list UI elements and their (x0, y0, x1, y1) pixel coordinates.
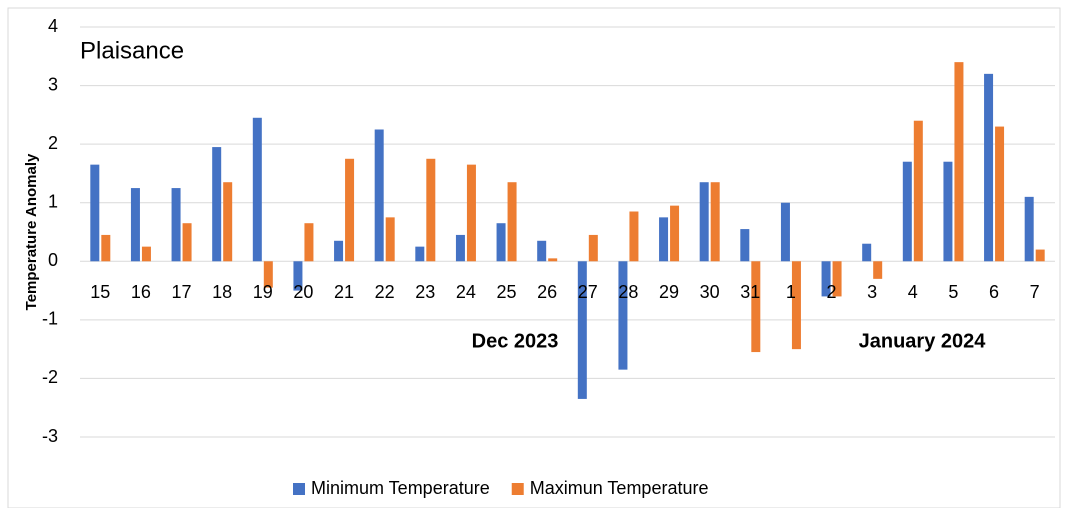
bar (548, 258, 558, 262)
bar (212, 147, 222, 262)
bar (426, 158, 436, 262)
annotation: January 2024 (859, 330, 987, 352)
bar (821, 261, 831, 297)
x-tick-label: 3 (867, 282, 877, 302)
bar (537, 240, 547, 262)
bar (252, 117, 262, 262)
bar (345, 158, 355, 262)
y-tick-label: 2 (48, 133, 58, 153)
chart-border (7, 7, 1061, 509)
x-tick-label: 23 (415, 282, 435, 302)
bar (182, 223, 192, 262)
chart-title: Plaisance (80, 37, 184, 64)
x-tick-label: 4 (908, 282, 918, 302)
bar (223, 182, 233, 262)
x-tick-label: 31 (740, 282, 760, 302)
x-tick-label: 21 (334, 282, 354, 302)
annotation: Dec 2023 (472, 330, 559, 352)
x-tick-label: 19 (253, 282, 273, 302)
bar (304, 223, 314, 262)
x-tick-label: 29 (659, 282, 679, 302)
bar (415, 246, 425, 262)
x-tick-label: 1 (786, 282, 796, 302)
bar (618, 261, 628, 370)
bar (629, 211, 639, 262)
bar (873, 261, 883, 279)
bar (171, 188, 181, 262)
y-tick-label: -1 (42, 309, 58, 329)
bar (670, 205, 680, 262)
bar (984, 73, 994, 262)
y-tick-label: -2 (42, 367, 58, 387)
bar (1035, 249, 1045, 262)
x-tick-label: 26 (537, 282, 557, 302)
bar (862, 243, 872, 262)
bar (293, 261, 303, 291)
legend-swatch (511, 483, 524, 495)
bar (101, 234, 111, 262)
x-tick-label: 5 (948, 282, 958, 302)
bar (995, 126, 1005, 262)
bar (334, 240, 344, 262)
x-tick-label: 20 (293, 282, 313, 302)
bar (954, 62, 964, 262)
bar (263, 261, 273, 288)
x-tick-label: 2 (827, 282, 837, 302)
y-tick-label: -3 (42, 426, 58, 446)
bar (577, 261, 587, 399)
bar (659, 217, 669, 262)
bar (130, 188, 140, 262)
bar (943, 161, 953, 262)
x-tick-label: 15 (90, 282, 110, 302)
bar (385, 217, 395, 262)
bar (141, 246, 151, 262)
bar (507, 182, 517, 262)
y-axis-label: Temperature Anomaly (23, 153, 40, 310)
bar (913, 120, 923, 262)
y-tick-label: 1 (48, 191, 58, 211)
bar (90, 164, 100, 262)
x-tick-label: 16 (131, 282, 151, 302)
bar (751, 261, 761, 353)
bar (374, 129, 384, 262)
bar (710, 182, 720, 262)
bar (902, 161, 912, 262)
bar (455, 234, 465, 262)
x-tick-label: 22 (375, 282, 395, 302)
bar (832, 261, 842, 297)
legend-label: Maximun Temperature (530, 478, 709, 498)
bar (699, 182, 709, 262)
bar (496, 223, 506, 262)
x-tick-label: 7 (1030, 282, 1040, 302)
bar (780, 202, 790, 262)
x-tick-label: 30 (700, 282, 720, 302)
bar (1024, 196, 1034, 262)
x-tick-label: 6 (989, 282, 999, 302)
y-tick-label: 3 (48, 74, 58, 94)
bar (791, 261, 801, 350)
x-tick-label: 17 (172, 282, 192, 302)
x-tick-label: 28 (618, 282, 638, 302)
x-tick-label: 24 (456, 282, 476, 302)
bar (588, 234, 598, 262)
legend-swatch (293, 483, 305, 495)
y-tick-label: 0 (48, 250, 58, 270)
legend-label: Minimum Temperature (311, 478, 490, 498)
x-tick-label: 18 (212, 282, 232, 302)
x-tick-label: 27 (578, 282, 598, 302)
bar (740, 229, 750, 262)
x-tick-label: 25 (497, 282, 517, 302)
y-tick-label: 4 (48, 16, 58, 36)
bar (466, 164, 476, 262)
